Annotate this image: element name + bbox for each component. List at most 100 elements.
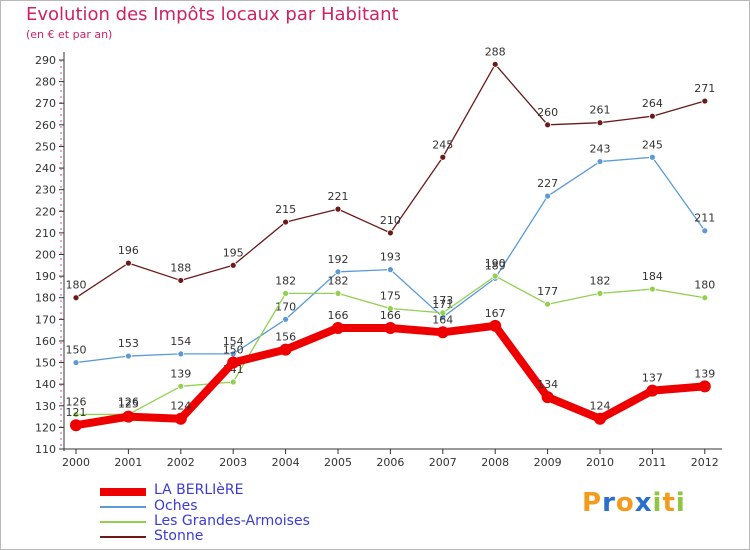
data-label-stonne: 215 — [275, 203, 296, 216]
logo-letter: P — [582, 488, 603, 518]
legend-swatch-la-berliere — [100, 488, 146, 496]
data-label-stonne: 221 — [328, 190, 349, 203]
data-label-les-grandes-armoises: 126 — [66, 395, 87, 408]
data-label-les-grandes-armoises: 177 — [537, 285, 558, 298]
data-label-stonne: 261 — [590, 104, 611, 117]
legend-swatch-les-grandes-armoises — [100, 521, 146, 523]
data-point-stonne — [386, 229, 394, 237]
data-label-stonne: 188 — [170, 261, 191, 274]
data-label-la-berli-re: 124 — [170, 400, 191, 413]
y-tick-label: 290 — [35, 54, 56, 67]
data-label-stonne: 271 — [694, 82, 715, 95]
data-label-oches: 243 — [590, 143, 611, 156]
data-point-oches — [596, 158, 604, 165]
legend-swatch-stonne — [100, 536, 146, 538]
data-point-stonne — [177, 277, 185, 284]
data-point-oches — [177, 350, 185, 358]
legend-label-les-grandes-armoises: Les Grandes-Armoises — [154, 513, 310, 529]
data-label-oches: 150 — [66, 344, 87, 357]
data-point-la-berli-re — [174, 412, 187, 425]
data-point-oches — [649, 153, 656, 161]
data-point-stonne — [649, 112, 656, 120]
data-label-les-grandes-armoises: 182 — [590, 274, 611, 287]
y-tick-label: 180 — [35, 292, 56, 305]
data-point-la-berli-re — [227, 356, 240, 369]
y-tick-label: 280 — [35, 76, 56, 89]
data-point-les-grandes-armoises — [386, 305, 394, 312]
y-tick-label: 160 — [35, 335, 56, 348]
x-tick-label: 2010 — [586, 456, 614, 469]
data-label-stonne: 196 — [118, 244, 139, 257]
logo-letter: r — [602, 488, 616, 518]
data-label-les-grandes-armoises: 180 — [694, 279, 715, 292]
data-label-la-berli-re: 134 — [537, 378, 558, 391]
data-point-stonne — [544, 121, 551, 129]
logo-letter: o — [615, 488, 635, 518]
data-label-la-berli-re: 124 — [590, 400, 611, 413]
data-point-stonne — [334, 205, 342, 213]
data-point-les-grandes-armoises — [491, 272, 499, 280]
data-point-les-grandes-armoises — [596, 289, 604, 297]
data-point-stonne — [491, 60, 499, 68]
data-point-oches — [72, 359, 80, 366]
data-point-la-berli-re — [436, 326, 449, 339]
data-label-la-berli-re: 166 — [328, 309, 349, 322]
y-tick-label: 260 — [35, 119, 56, 132]
data-point-la-berli-re — [122, 410, 135, 423]
x-tick-label: 2008 — [481, 456, 509, 469]
logo-letter: i — [675, 488, 686, 518]
y-tick-label: 240 — [35, 162, 56, 175]
x-tick-label: 2002 — [167, 456, 195, 469]
data-label-la-berli-re: 167 — [485, 307, 506, 320]
data-label-la-berli-re: 121 — [66, 406, 87, 419]
y-tick-label: 250 — [35, 140, 56, 153]
data-label-stonne: 260 — [537, 106, 558, 119]
data-label-la-berli-re: 125 — [118, 398, 139, 411]
y-tick-label: 190 — [35, 270, 56, 283]
legend-item-stonne: Stonne — [100, 528, 360, 546]
data-point-oches — [124, 352, 132, 360]
x-tick-label: 2011 — [638, 456, 666, 469]
data-label-la-berli-re: 164 — [432, 313, 453, 326]
y-tick-label: 170 — [35, 313, 56, 326]
data-label-la-berli-re: 156 — [275, 331, 296, 344]
data-point-la-berli-re — [332, 321, 344, 334]
data-point-stonne — [701, 97, 709, 105]
data-label-les-grandes-armoises: 139 — [170, 367, 191, 380]
legend-item-les-grandes-armoises: Les Grandes-Armoises — [100, 513, 360, 531]
data-point-stonne — [439, 153, 447, 161]
legend-label-stonne: Stonne — [154, 528, 204, 544]
y-tick-label: 120 — [35, 421, 56, 434]
logo-letter: i — [652, 488, 663, 518]
data-label-les-grandes-armoises: 175 — [380, 290, 401, 303]
y-tick-label: 270 — [35, 97, 56, 110]
data-label-la-berli-re: 139 — [694, 367, 715, 380]
data-point-la-berli-re — [70, 419, 82, 432]
legend-swatch-oches — [100, 506, 146, 508]
logo-letter: t — [662, 488, 676, 518]
data-point-oches — [334, 268, 342, 276]
data-point-les-grandes-armoises — [701, 294, 709, 302]
chart-title: Evolution des Impôts locaux par Habitant — [26, 4, 399, 25]
data-label-stonne: 210 — [380, 214, 401, 227]
data-label-stonne: 180 — [66, 279, 87, 292]
data-label-oches: 154 — [223, 335, 244, 348]
y-tick-label: 110 — [35, 443, 56, 456]
data-label-oches: 154 — [170, 335, 191, 348]
y-tick-label: 210 — [35, 227, 56, 240]
data-label-les-grandes-armoises: 182 — [328, 274, 349, 287]
data-point-stonne — [229, 261, 237, 269]
x-tick-label: 2007 — [429, 456, 457, 469]
data-label-oches: 227 — [537, 177, 558, 190]
data-point-la-berli-re — [384, 321, 397, 334]
data-point-les-grandes-armoises — [334, 289, 342, 297]
legend-item-la-berliere: LA BERLIèRE — [100, 482, 360, 500]
x-tick-label: 2006 — [376, 456, 404, 469]
y-tick-label: 140 — [35, 378, 56, 391]
chart-subtitle: (en € et par an) — [26, 28, 113, 41]
y-tick-label: 200 — [35, 249, 56, 262]
data-label-la-berli-re: 166 — [380, 309, 401, 322]
data-label-les-grandes-armoises: 184 — [642, 270, 663, 283]
x-tick-label: 2009 — [534, 456, 562, 469]
